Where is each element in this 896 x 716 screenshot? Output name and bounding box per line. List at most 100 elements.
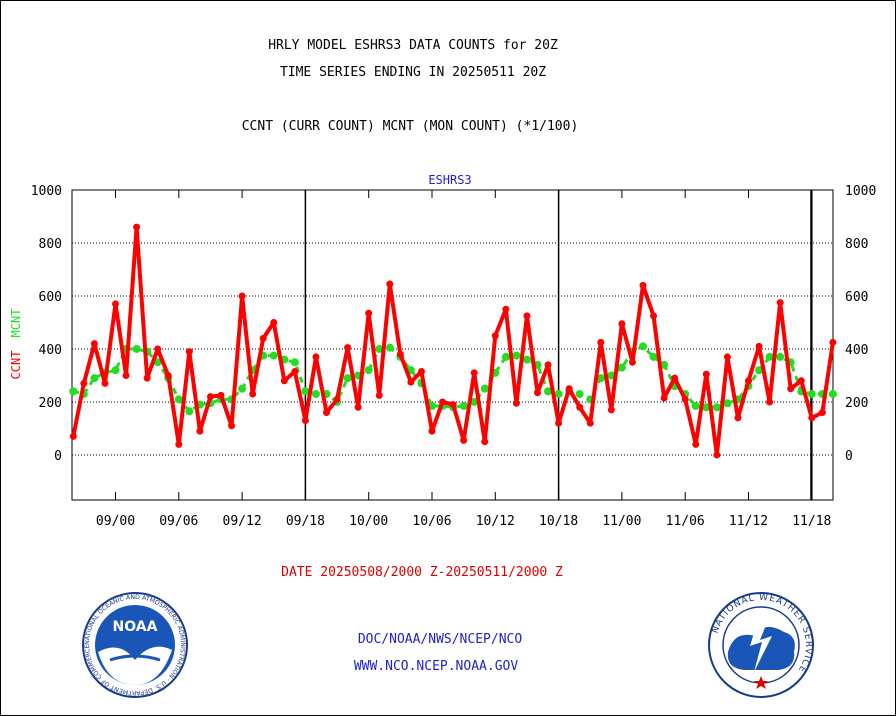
data-point-ccnt	[228, 422, 236, 430]
y-label-mcnt: MCNT	[9, 309, 23, 338]
data-point-mcnt	[459, 401, 468, 410]
data-point-mcnt	[290, 358, 299, 367]
data-point-ccnt	[713, 451, 721, 459]
data-point-mcnt	[712, 403, 721, 412]
data-point-ccnt	[565, 385, 573, 393]
data-point-ccnt	[301, 417, 309, 425]
data-point-mcnt	[301, 387, 310, 396]
title-line-2: TIME SERIES ENDING IN 20250511 20Z	[279, 65, 547, 80]
data-point-mcnt	[132, 344, 141, 353]
data-point-ccnt	[776, 299, 784, 307]
website-link[interactable]: WWW.NCO.NCEP.NOAA.GOV	[353, 659, 519, 674]
data-point-ccnt	[797, 377, 805, 385]
y-tick-label-right: 1000	[845, 184, 876, 199]
data-point-ccnt	[787, 385, 795, 393]
data-point-mcnt	[649, 352, 658, 361]
x-tick-label: 10/12	[476, 514, 515, 529]
data-point-ccnt	[681, 395, 689, 403]
data-point-ccnt	[396, 350, 404, 358]
data-point-mcnt	[554, 390, 563, 399]
org-path: DOC/NOAA/NWS/NCEP/NCO	[357, 632, 523, 647]
data-point-mcnt	[174, 395, 183, 404]
y-tick-label-left: 400	[39, 343, 62, 358]
data-point-mcnt	[385, 343, 394, 352]
data-point-mcnt	[501, 352, 510, 361]
data-point-ccnt	[439, 398, 447, 406]
data-point-mcnt	[765, 352, 774, 361]
data-point-ccnt	[523, 312, 531, 320]
y-label-ccnt: CCNT	[9, 351, 23, 380]
data-point-mcnt	[639, 342, 647, 351]
x-tick-label: 09/18	[286, 514, 325, 529]
data-point-mcnt	[807, 390, 816, 399]
data-point-ccnt	[133, 223, 141, 231]
x-tick-label: 10/18	[539, 514, 578, 529]
data-point-ccnt	[512, 399, 520, 407]
data-point-ccnt	[291, 367, 299, 375]
data-point-mcnt	[90, 374, 99, 383]
data-point-mcnt	[691, 401, 700, 410]
data-point-ccnt	[249, 390, 257, 398]
data-point-ccnt	[460, 436, 468, 444]
data-point-mcnt	[522, 355, 531, 364]
data-point-ccnt	[481, 438, 489, 446]
data-point-mcnt	[755, 366, 764, 375]
data-point-ccnt	[259, 334, 267, 342]
chart-title: ESHRS3	[428, 173, 471, 187]
data-point-ccnt	[618, 320, 626, 328]
data-point-ccnt	[90, 340, 98, 348]
data-point-ccnt	[69, 432, 77, 440]
data-point-ccnt	[534, 389, 541, 397]
x-tick-label: 09/12	[223, 514, 262, 529]
data-point-ccnt	[607, 406, 615, 414]
time-series-chart: 0 0 200 200 400 400 600 600 800 800 1000 1000 09/00 0…	[9, 173, 876, 529]
data-point-mcnt	[111, 366, 120, 375]
data-point-ccnt	[650, 312, 658, 320]
data-point-ccnt	[206, 393, 214, 401]
series-line-ccnt	[71, 225, 835, 457]
data-point-ccnt	[586, 419, 594, 427]
data-point-ccnt	[597, 338, 605, 346]
data-point-ccnt	[449, 401, 457, 409]
data-point-ccnt	[143, 374, 151, 382]
data-point-ccnt	[723, 353, 731, 361]
data-point-mcnt	[185, 407, 194, 416]
data-point-mcnt	[544, 387, 553, 396]
date-range: DATE 20250508/2000 Z-20250511/2000 Z	[281, 565, 563, 580]
data-point-mcnt	[69, 387, 78, 396]
data-point-mcnt	[343, 374, 352, 383]
data-point-mcnt	[311, 390, 320, 399]
data-point-ccnt	[375, 391, 383, 399]
data-point-ccnt	[280, 377, 288, 385]
nws-logo: NATIONAL WEATHER SERVICE	[708, 592, 814, 698]
data-point-ccnt	[217, 391, 225, 399]
y-tick-label-right: 400	[845, 343, 868, 358]
data-point-ccnt	[660, 394, 668, 402]
y-tick-label-left: 0	[54, 449, 62, 464]
data-point-ccnt	[386, 280, 394, 288]
x-tick-label: 11/00	[602, 514, 641, 529]
data-point-ccnt	[122, 371, 130, 379]
data-point-ccnt	[196, 427, 204, 435]
data-point-ccnt	[745, 377, 752, 385]
data-point-ccnt	[164, 371, 172, 379]
data-point-ccnt	[112, 300, 119, 308]
data-point-ccnt	[101, 379, 109, 387]
data-point-mcnt	[238, 384, 247, 393]
data-point-ccnt	[692, 440, 700, 448]
data-point-mcnt	[776, 352, 785, 361]
y-tick-label-left: 200	[39, 396, 62, 411]
data-point-ccnt	[702, 370, 710, 378]
data-point-ccnt	[323, 409, 330, 417]
x-tick-label: 11/18	[792, 514, 831, 529]
y-tick-label-right: 0	[845, 449, 853, 464]
data-point-ccnt	[639, 281, 647, 289]
data-point-ccnt	[428, 427, 436, 435]
data-point-ccnt	[175, 440, 183, 448]
data-point-ccnt	[829, 338, 837, 346]
data-point-ccnt	[544, 361, 552, 369]
x-tick-label: 09/00	[96, 514, 135, 529]
noaa-logo-text: NOAA	[113, 619, 158, 635]
data-point-ccnt	[344, 344, 352, 352]
